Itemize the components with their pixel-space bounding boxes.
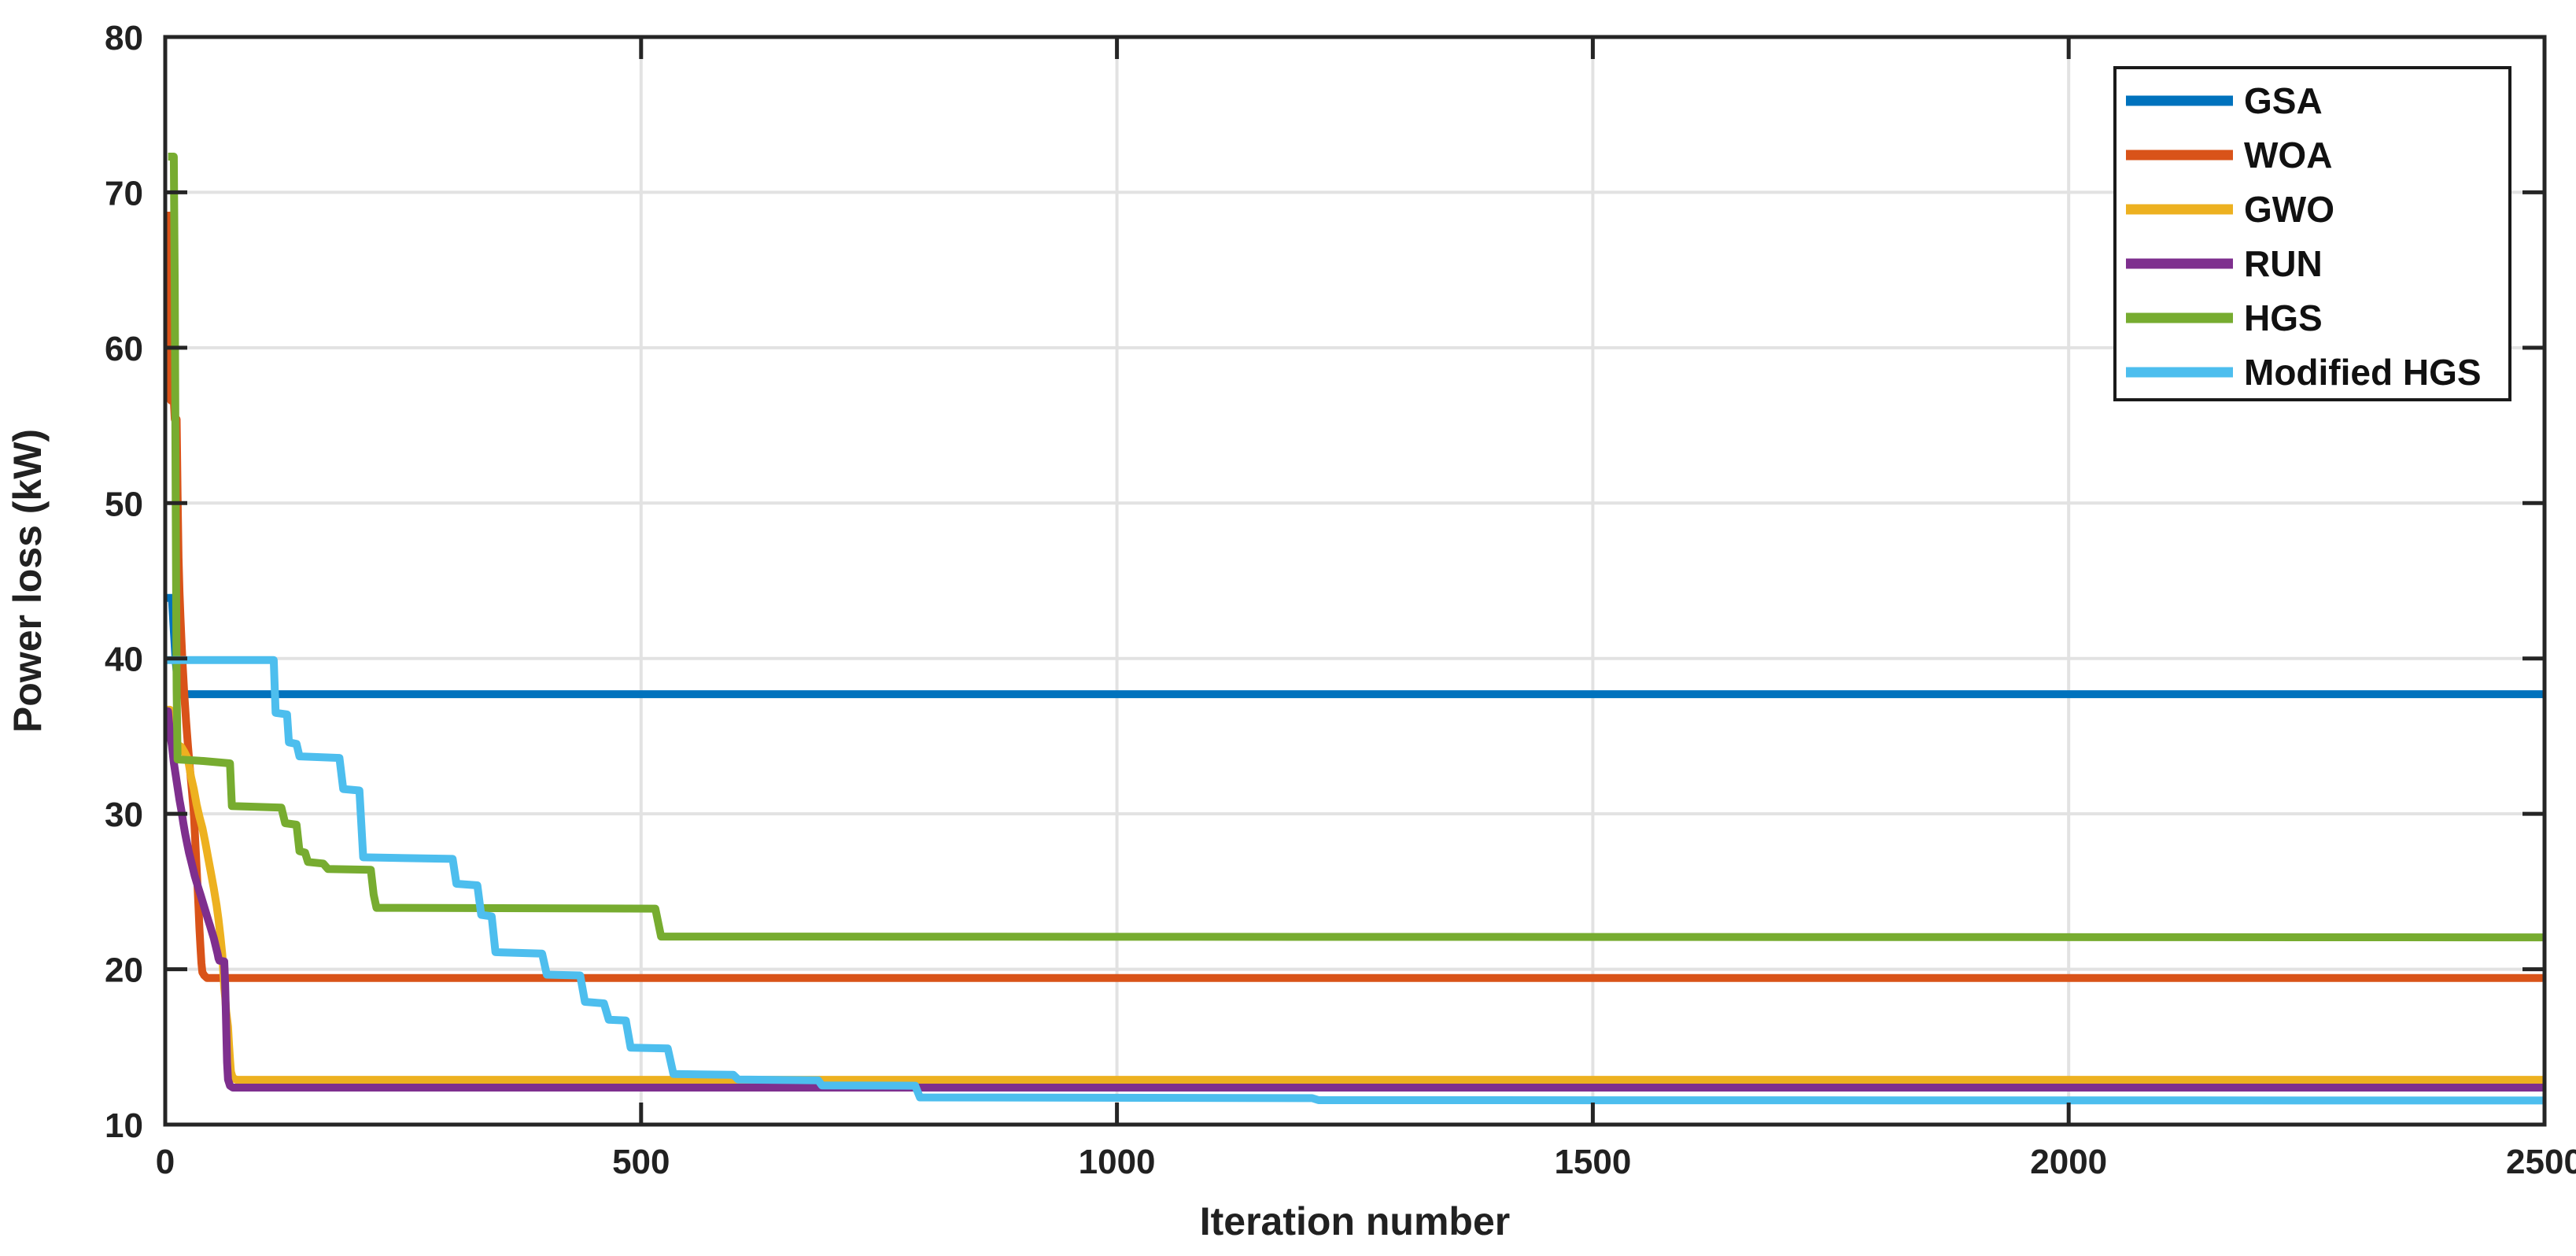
axis-frame	[163, 35, 2547, 1127]
y-tick-label: 40	[105, 641, 143, 679]
y-tick-label: 60	[105, 330, 143, 368]
legend: GSA WOA GWO RUN HGS Modified HGS	[2113, 66, 2511, 401]
legend-item-gwo: GWO	[2126, 189, 2334, 230]
legend-label: Modified HGS	[2244, 352, 2482, 393]
x-tick-label: 2500	[2506, 1143, 2576, 1181]
series-line-modified-hgs	[165, 656, 2545, 1105]
x-tick-labels: 0 500 1000 1500 2000 2500	[156, 1143, 2576, 1181]
legend-item-modified-hgs: Modified HGS	[2126, 352, 2482, 393]
legend-item-woa: WOA	[2126, 135, 2332, 175]
y-tick-labels: 10 20 30 40 50 60 70 80	[105, 19, 143, 1145]
y-tick-label: 80	[105, 19, 143, 57]
plot-box	[163, 35, 2547, 1127]
legend-label: WOA	[2244, 135, 2332, 175]
x-tick-label: 500	[612, 1143, 670, 1181]
y-tick-label: 20	[105, 951, 143, 990]
x-tick-label: 1500	[1554, 1143, 1631, 1181]
legend-label: RUN	[2244, 243, 2323, 284]
legend-box	[2113, 66, 2511, 401]
y-tick-label: 50	[105, 485, 143, 523]
legend-item-run: RUN	[2126, 243, 2323, 284]
legend-label: GWO	[2244, 189, 2334, 230]
legend-item-hgs: HGS	[2126, 297, 2323, 338]
y-axis-label: Power loss (kW)	[6, 429, 50, 733]
series-layer	[164, 153, 2545, 1105]
series-line-hgs	[168, 153, 2545, 942]
legend-item-gsa: GSA	[2126, 80, 2323, 121]
x-axis-label: Iteration number	[1200, 1199, 1510, 1243]
x-tick-label: 1000	[1079, 1143, 1156, 1181]
y-tick-label: 30	[105, 796, 143, 834]
y-tick-label: 10	[105, 1106, 143, 1145]
series-line-gwo	[165, 705, 2545, 1084]
x-tick-label: 2000	[2030, 1143, 2107, 1181]
x-tick-label: 0	[156, 1143, 175, 1181]
y-tick-label: 70	[105, 174, 143, 212]
legend-label: GSA	[2244, 80, 2323, 121]
series-line-gsa	[165, 593, 2545, 699]
series-line-run	[164, 707, 2545, 1092]
legend-label: HGS	[2244, 297, 2323, 338]
